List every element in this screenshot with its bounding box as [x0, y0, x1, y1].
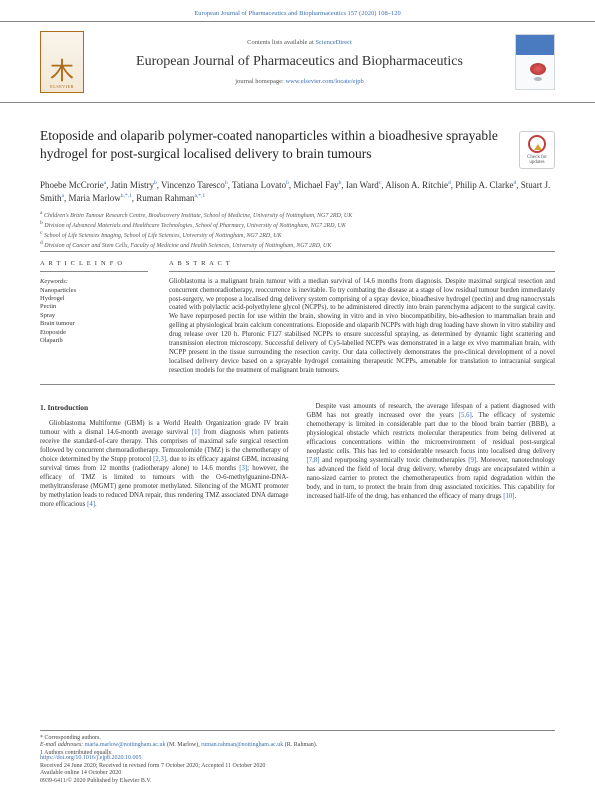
check-updates-label: Check for updates	[527, 155, 547, 165]
email-link[interactable]: ruman.rahman@nottingham.ac.uk	[201, 742, 283, 748]
article-info-head: A R T I C L E I N F O	[40, 260, 148, 272]
issn-copyright-line: 0939-6411/© 2020 Published by Elsevier B…	[40, 778, 555, 786]
abstract-text: Glioblastoma is a malignant brain tumour…	[169, 278, 555, 377]
running-header: European Journal of Pharmaceutics and Bi…	[0, 0, 595, 21]
homepage-line: journal homepage: www.elsevier.com/locat…	[84, 78, 515, 85]
right-column: Despite vast amounts of research, the av…	[307, 403, 556, 510]
journal-banner: ⽊ ELSEVIER Contents lists available at S…	[0, 21, 595, 103]
intro-heading: 1. Introduction	[40, 403, 289, 413]
author: Maria Marlowb,*,1	[68, 193, 131, 203]
left-column: 1. Introduction Glioblastoma Multiforme …	[40, 403, 289, 510]
contents-prefix: Contents lists available at	[247, 39, 315, 46]
author: Phoebe McCroriea	[40, 180, 106, 190]
homepage-prefix: journal homepage:	[235, 78, 285, 85]
author: Tatiana Lovatob	[232, 180, 289, 190]
affiliation: d Division of Cancer and Stem Cells, Fac…	[40, 240, 555, 250]
footnotes: * Corresponding authors. E-mail addresse…	[40, 730, 555, 758]
keyword: Olaparib	[40, 337, 148, 345]
keyword: Pectin	[40, 303, 148, 311]
crossmark-icon	[528, 135, 546, 153]
journal-title: European Journal of Pharmaceutics and Bi…	[84, 54, 515, 70]
journal-center: Contents lists available at ScienceDirec…	[84, 39, 515, 85]
homepage-link[interactable]: www.elsevier.com/locate/ejpb	[285, 78, 363, 85]
keywords-list: NanoparticlesHydrogelPectinSprayBrain tu…	[40, 287, 148, 346]
doi-link[interactable]: https://doi.org/10.1016/j.ejpb.2020.10.0…	[40, 755, 142, 761]
author: Philip A. Clarked	[455, 180, 516, 190]
footer-bar: https://doi.org/10.1016/j.ejpb.2020.10.0…	[40, 755, 555, 786]
keyword: Spray	[40, 312, 148, 320]
affiliation: a Children's Brain Tumour Research Centr…	[40, 210, 555, 220]
email-link[interactable]: maria.marlow@nottingham.ac.uk	[85, 742, 166, 748]
tree-icon: ⽊	[50, 60, 74, 84]
intro-para-right: Despite vast amounts of research, the av…	[307, 403, 556, 502]
check-updates-badge[interactable]: Check for updates	[519, 131, 555, 169]
abstract-head: A B S T R A C T	[169, 260, 555, 272]
affiliation: b Division of Advanced Materials and Hea…	[40, 220, 555, 230]
author: Jatin Mistryb	[111, 180, 157, 190]
journal-cover-thumbnail	[515, 34, 555, 90]
article-info-column: A R T I C L E I N F O Keywords: Nanopart…	[40, 252, 155, 385]
sciencedirect-link[interactable]: ScienceDirect	[315, 39, 351, 46]
elsevier-logo: ⽊ ELSEVIER	[40, 31, 84, 93]
author: Ian Wardc	[346, 180, 381, 190]
author-list: Phoebe McCroriea, Jatin Mistryb, Vincenz…	[40, 179, 555, 204]
article-title: Etoposide and olaparib polymer-coated na…	[40, 127, 501, 163]
keyword: Nanoparticles	[40, 287, 148, 295]
abstract-column: A B S T R A C T Glioblastoma is a malign…	[155, 252, 555, 385]
publisher-name: ELSEVIER	[50, 84, 74, 89]
author: Michael Fayb	[293, 180, 341, 190]
email-label: E-mail addresses:	[40, 742, 85, 748]
keyword: Hydrogel	[40, 295, 148, 303]
received-line: Received 24 June 2020; Received in revis…	[40, 763, 555, 771]
author: Vincenzo Tarescob	[161, 180, 228, 190]
email-line: E-mail addresses: maria.marlow@nottingha…	[40, 742, 555, 750]
body-two-column: 1. Introduction Glioblastoma Multiforme …	[40, 403, 555, 510]
affiliations: a Children's Brain Tumour Research Centr…	[40, 210, 555, 250]
keywords-label: Keywords:	[40, 278, 148, 285]
contents-available-line: Contents lists available at ScienceDirec…	[84, 39, 515, 46]
affiliation: c School of Life Sciences Imaging, Schoo…	[40, 230, 555, 240]
intro-para-left: Glioblastoma Multiforme (GBM) is a World…	[40, 420, 289, 510]
keyword: Brain tumour	[40, 320, 148, 328]
author: Alison A. Ritchied	[385, 180, 451, 190]
author: Ruman Rahmana,*,1	[136, 193, 205, 203]
keyword: Etoposide	[40, 329, 148, 337]
